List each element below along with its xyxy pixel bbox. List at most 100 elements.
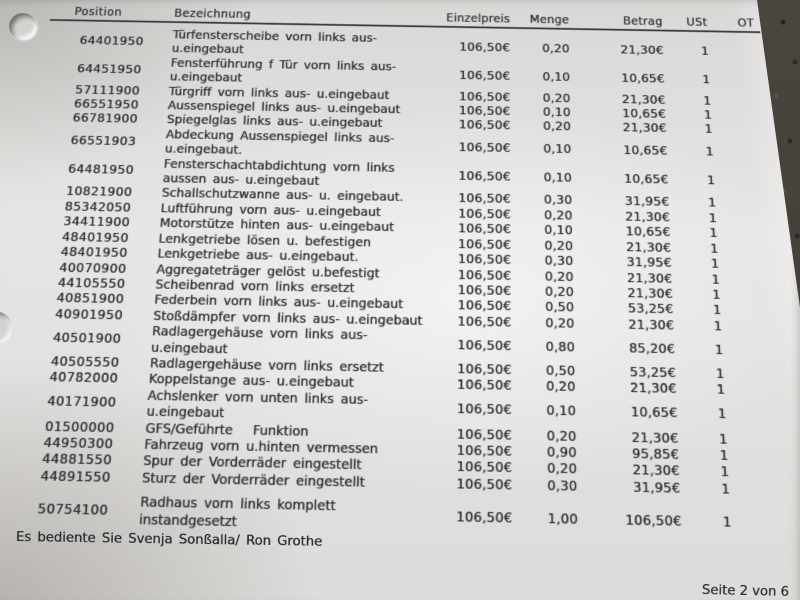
cell-ot <box>719 79 763 80</box>
cell-amount: 21,30€ <box>626 269 673 286</box>
cell-position: 40070900 <box>58 259 127 276</box>
cell-quantity: 1,00 <box>547 509 578 527</box>
cell-vat: 1 <box>715 365 725 382</box>
cell-ot <box>728 264 774 265</box>
col-header-ot: OT <box>737 16 755 30</box>
cell-quantity: 0,10 <box>543 140 572 156</box>
cell-quantity: 0,30 <box>544 252 574 269</box>
cell-unit-price: 106,50€ <box>456 458 513 476</box>
cell-unit-price: 106,50€ <box>457 220 511 237</box>
cell-vat: 1 <box>711 271 720 287</box>
cell-quantity: 0,10 <box>542 68 571 84</box>
cell-quantity: 0,20 <box>544 237 574 253</box>
cell-vat: 1 <box>704 121 713 137</box>
column-spacer <box>111 477 138 478</box>
cell-amount: 10,65€ <box>625 223 671 240</box>
cell-quantity: 0,20 <box>544 283 574 300</box>
column-spacer <box>113 444 140 445</box>
cell-amount: 106,50€ <box>625 511 682 529</box>
cell-description: Radhaus vorn links komplett instandgeset… <box>138 493 336 529</box>
cell-quantity: 0,50 <box>545 362 576 379</box>
cell-quantity: 0,20 <box>546 460 578 477</box>
cell-position: 34411900 <box>62 213 131 230</box>
cell-quantity: 0,10 <box>543 170 572 185</box>
cell-quantity: 0,20 <box>544 268 574 284</box>
cell-position: 40851900 <box>55 290 125 307</box>
cell-quantity: 0,10 <box>542 104 571 120</box>
cell-unit-price: 106,50€ <box>458 88 511 104</box>
cell-quantity: 0,20 <box>541 40 570 55</box>
cell-quantity: 0,50 <box>544 298 575 315</box>
cell-vat: 1 <box>707 195 717 210</box>
cell-ot <box>726 233 772 234</box>
cell-ot <box>734 390 781 391</box>
cell-ot <box>737 455 785 456</box>
cell-position: 40901950 <box>54 305 124 323</box>
cell-vat: 1 <box>706 172 716 188</box>
cell-unit-price: 106,50€ <box>457 360 512 378</box>
cell-vat: 1 <box>710 255 720 271</box>
cell-quantity: 0,20 <box>542 90 571 105</box>
column-spacer <box>114 427 141 428</box>
cell-position: 64481950 <box>67 161 135 178</box>
cell-vat: 1 <box>700 43 709 58</box>
cell-position: 44891550 <box>39 467 112 485</box>
cell-amount: 53,25€ <box>629 363 677 381</box>
cell-unit-price: 106,50€ <box>456 400 512 418</box>
cell-amount: 21,30€ <box>632 461 680 479</box>
cell-vat: 1 <box>708 210 717 226</box>
cell-position: 44950300 <box>42 434 114 452</box>
cell-quantity: 0,20 <box>543 207 573 223</box>
cell-position: 50754100 <box>36 500 109 518</box>
col-header-description: Bezeichnung <box>173 6 252 21</box>
cell-vat: 1 <box>716 381 726 398</box>
cell-vat: 1 <box>709 240 719 256</box>
cell-ot <box>725 203 771 204</box>
punch-hole-top <box>9 13 37 40</box>
cell-unit-price: 106,50€ <box>458 67 511 83</box>
cell-unit-price: 106,50€ <box>459 39 511 54</box>
cell-vat: 1 <box>714 341 724 358</box>
cell-amount: 21,30€ <box>624 208 671 225</box>
cell-quantity: 0,90 <box>546 443 577 461</box>
cell-unit-price: 106,50€ <box>457 281 512 298</box>
cell-amount: 53,25€ <box>627 300 674 317</box>
cell-unit-price: 106,50€ <box>458 117 511 133</box>
cell-unit-price: 106,50€ <box>456 441 513 459</box>
cell-quantity: 0,30 <box>547 476 578 494</box>
cell-vat: 1 <box>703 107 713 122</box>
cell-amount: 85,20€ <box>628 339 676 357</box>
cell-unit-price: 106,50€ <box>456 425 512 443</box>
cell-amount: 31,95€ <box>624 193 670 210</box>
col-header-vat: USt <box>685 15 708 29</box>
cell-amount: 10,65€ <box>623 142 668 158</box>
cell-position: 40505550 <box>50 352 120 370</box>
column-spacer <box>108 510 135 511</box>
cell-unit-price: 106,50€ <box>456 475 513 493</box>
cell-vat: 1 <box>720 480 731 497</box>
cell-position: 64451950 <box>76 60 142 76</box>
work-order-table: Position Bezeichnung Einzelpreis Menge B… <box>1 4 790 540</box>
cell-ot <box>726 218 772 219</box>
cell-quantity: 0,20 <box>545 314 575 331</box>
cell-amount: 21,30€ <box>628 316 675 333</box>
cell-amount: 95,85€ <box>631 445 680 463</box>
cell-ot <box>732 350 779 351</box>
cell-unit-price: 106,50€ <box>457 297 512 314</box>
punch-hole-middle <box>0 312 12 344</box>
cell-ot <box>720 115 765 116</box>
col-header-quantity: Menge <box>529 12 570 27</box>
cell-ot <box>741 522 790 523</box>
cell-unit-price: 106,50€ <box>458 190 511 207</box>
cell-position: 48401950 <box>61 228 130 245</box>
cell-ot <box>729 279 775 280</box>
cell-ot <box>729 295 776 296</box>
cell-unit-price: 106,50€ <box>456 376 512 394</box>
cell-position: 44881550 <box>41 450 113 469</box>
cell-amount: 21,30€ <box>629 379 677 397</box>
col-header-unit-price: Einzelpreis <box>446 11 510 26</box>
cell-ot <box>717 51 761 52</box>
cell-vat: 1 <box>702 93 712 108</box>
cell-unit-price: 106,50€ <box>458 205 511 222</box>
